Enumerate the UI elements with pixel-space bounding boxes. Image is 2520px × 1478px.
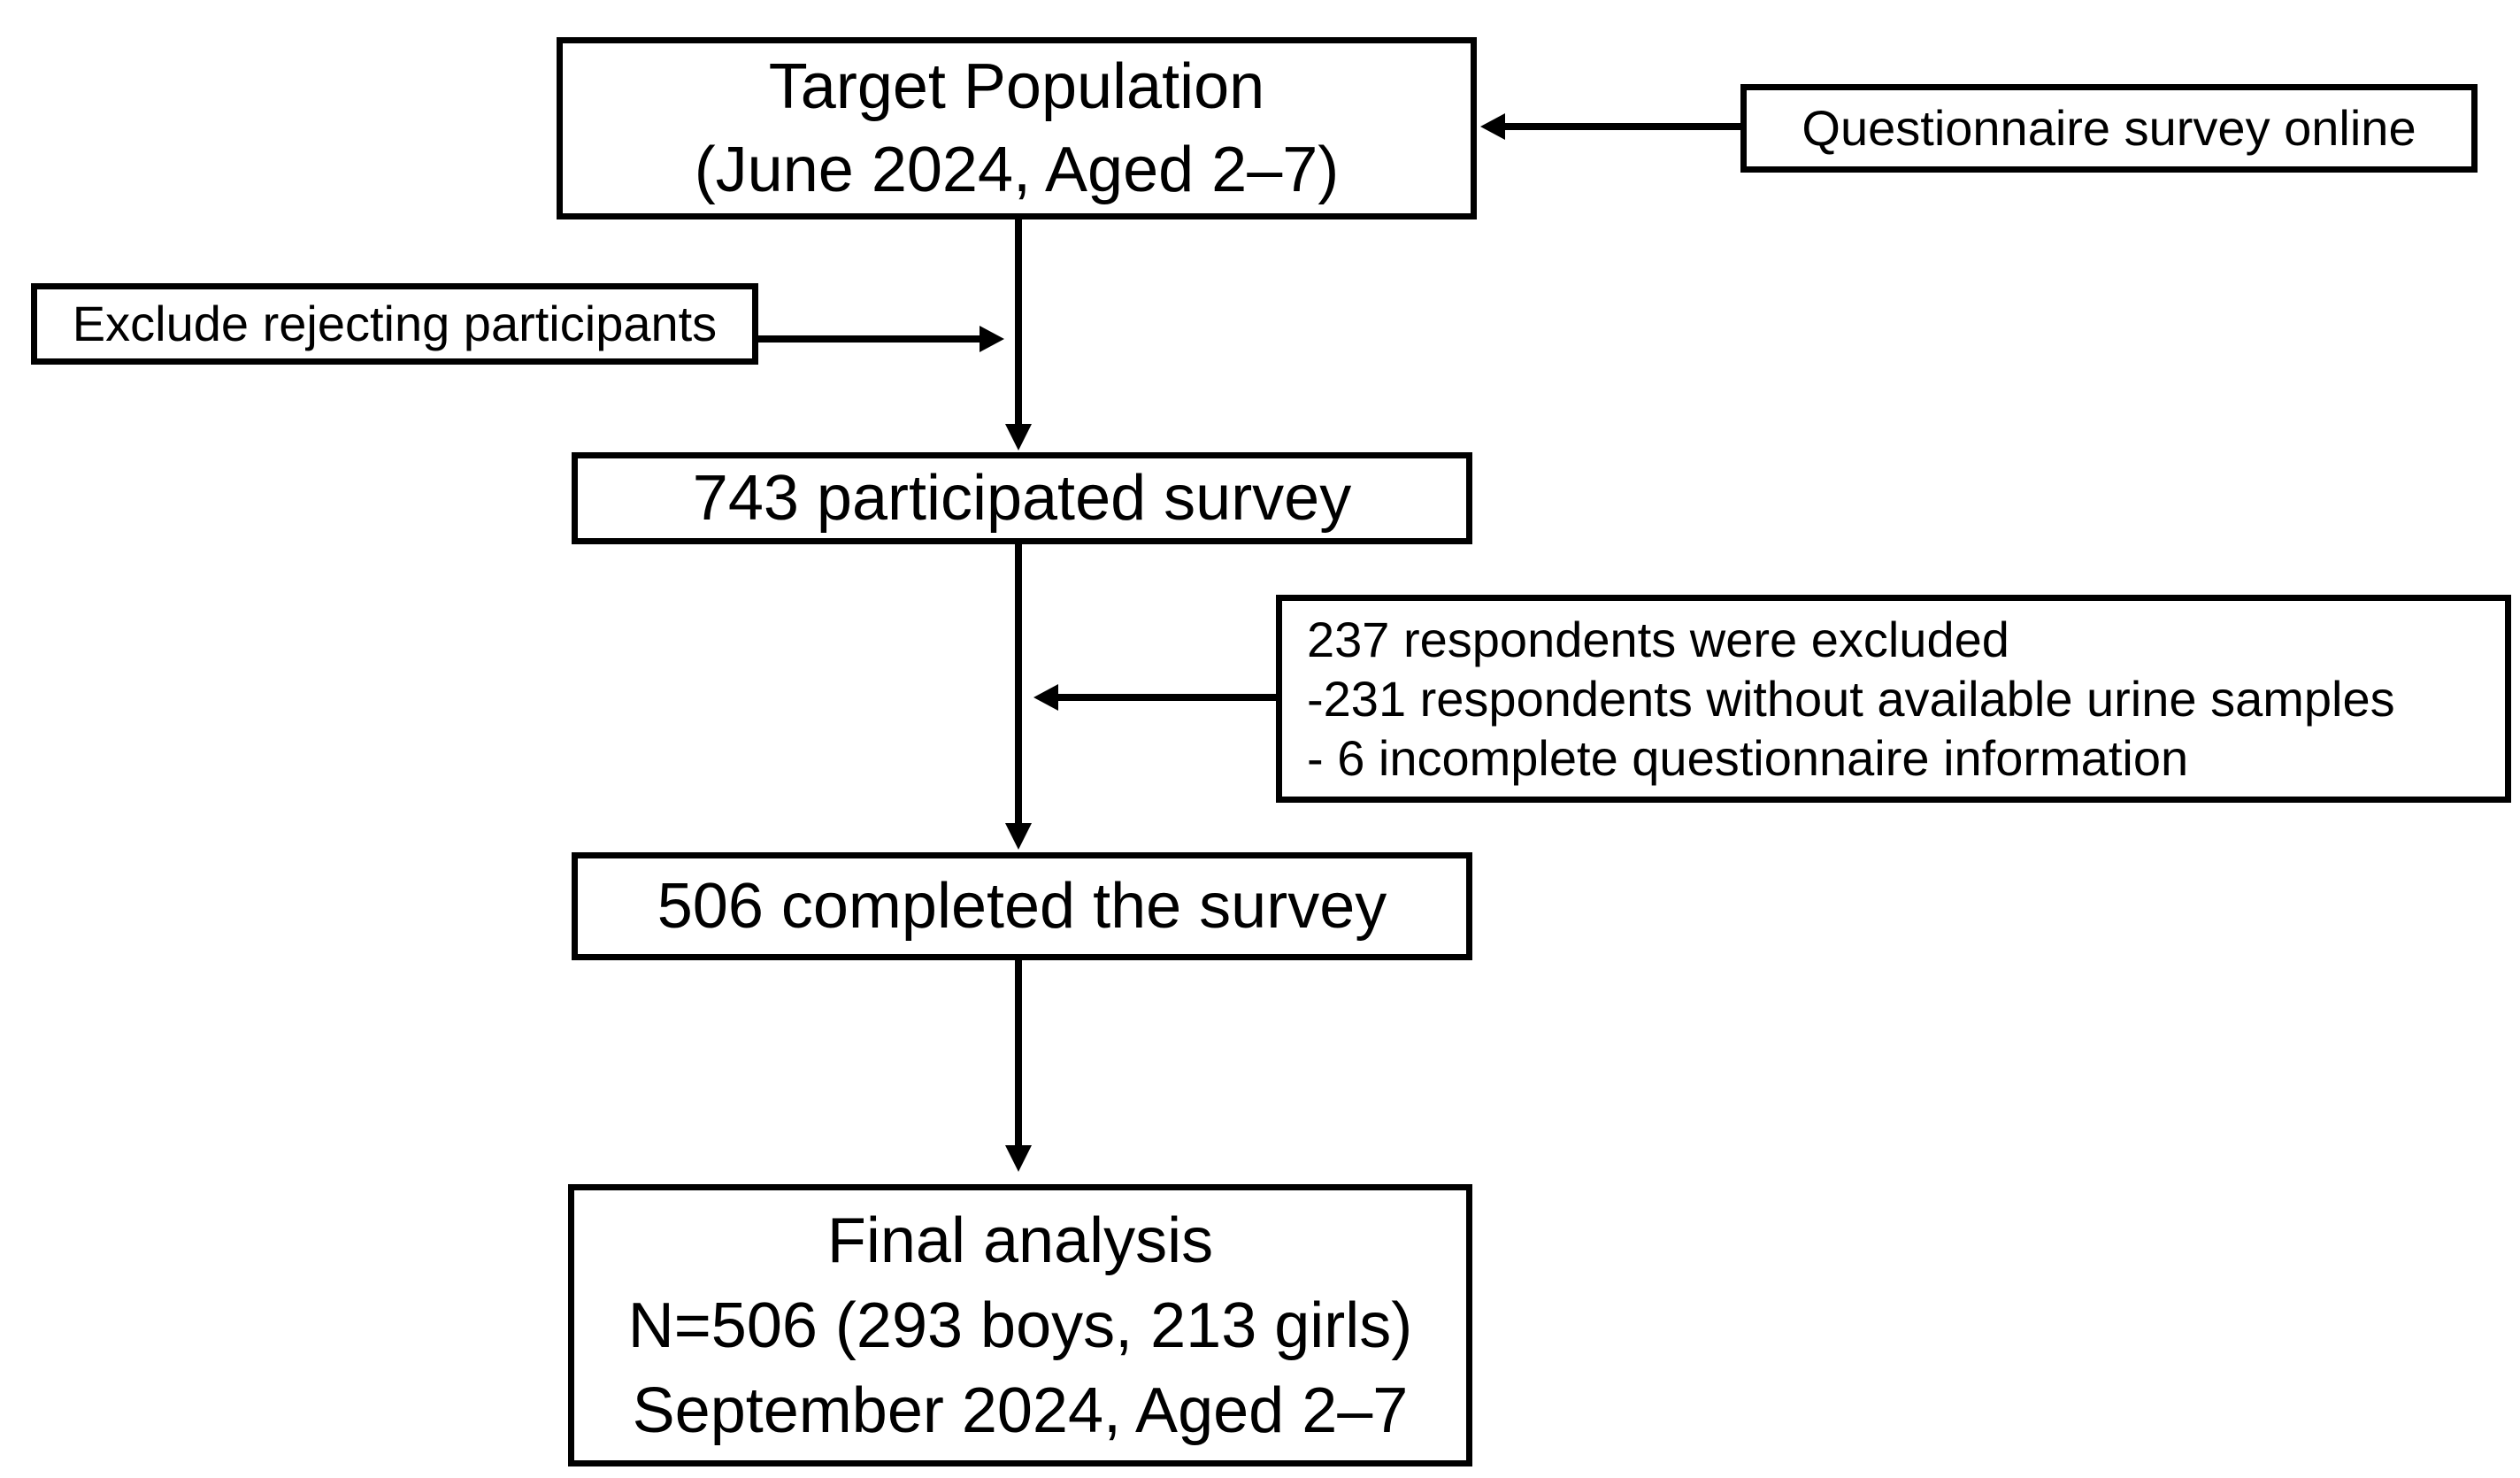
- completed-box: 506 completed the survey: [572, 852, 1472, 960]
- participated-label: 743 participated survey: [692, 463, 1352, 534]
- arrow-participated-to-completed-head: [1005, 823, 1032, 850]
- arrow-excluded-to-line-shaft: [1056, 694, 1276, 701]
- arrow-completed-to-final-shaft: [1015, 960, 1022, 1145]
- final-analysis-box: Final analysis N=506 (293 boys, 213 girl…: [568, 1184, 1472, 1466]
- arrow-target-to-participated-head: [1005, 424, 1032, 450]
- excluded-box: 237 respondents were excluded -231 respo…: [1276, 595, 2511, 803]
- target-population-box: Target Population (June 2024, Aged 2–7): [557, 37, 1477, 219]
- final-analysis-line3: September 2024, Aged 2–7: [632, 1374, 1409, 1446]
- completed-label: 506 completed the survey: [657, 871, 1387, 942]
- final-analysis-line2: N=506 (293 boys, 213 girls): [627, 1289, 1413, 1361]
- target-population-line2: (June 2024, Aged 2–7): [694, 135, 1340, 205]
- arrow-questionnaire-to-target-shaft: [1503, 123, 1740, 130]
- arrow-target-to-participated-shaft: [1015, 219, 1022, 424]
- questionnaire-box: Questionnaire survey online: [1740, 84, 2478, 173]
- exclude-rejecting-label: Exclude rejecting participants: [72, 296, 718, 351]
- excluded-line2: -231 respondents without available urine…: [1307, 671, 2395, 727]
- arrow-questionnaire-to-target-head: [1480, 113, 1505, 140]
- arrow-exclude-to-line-head: [980, 326, 1004, 352]
- participated-box: 743 participated survey: [572, 452, 1472, 544]
- arrow-exclude-to-line-shaft: [758, 335, 980, 343]
- excluded-line3: - 6 incomplete questionnaire information: [1307, 730, 2189, 786]
- arrow-participated-to-completed-shaft: [1015, 544, 1022, 823]
- arrow-completed-to-final-head: [1005, 1145, 1032, 1172]
- arrow-excluded-to-line-head: [1033, 684, 1058, 711]
- target-population-line1: Target Population: [768, 51, 1265, 122]
- questionnaire-label: Questionnaire survey online: [1802, 100, 2416, 156]
- final-analysis-line1: Final analysis: [826, 1205, 1214, 1276]
- excluded-line1: 237 respondents were excluded: [1307, 612, 2009, 667]
- exclude-rejecting-box: Exclude rejecting participants: [31, 283, 758, 365]
